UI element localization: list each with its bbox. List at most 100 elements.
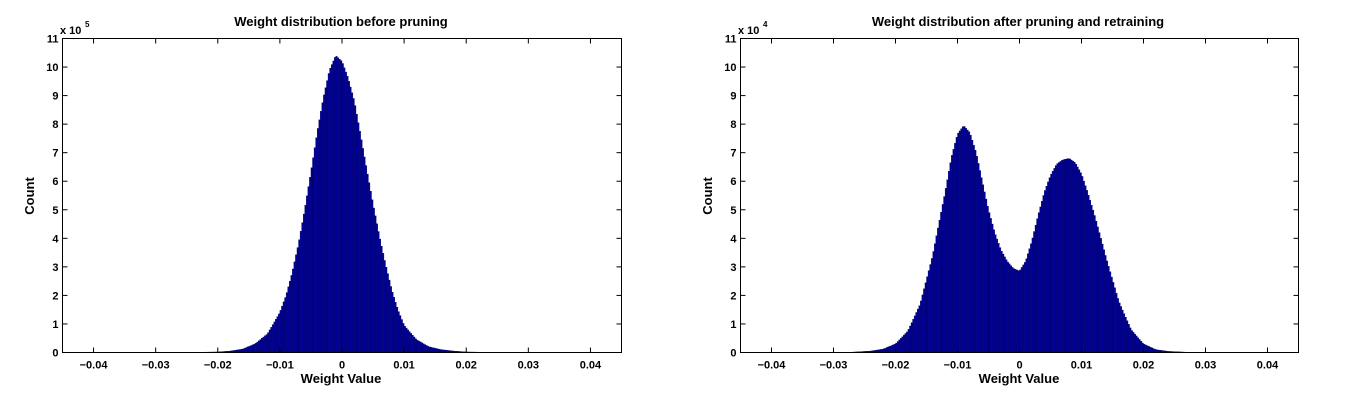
y-tick-label: 5 (730, 205, 736, 217)
histogram-bar (884, 347, 887, 353)
y-tick-label: 6 (52, 176, 58, 188)
histogram-bar (244, 347, 246, 353)
histogram-bar (982, 184, 985, 353)
x-axis-label: Weight Value (979, 371, 1060, 386)
histogram-bar (882, 348, 885, 353)
histogram-bar (405, 327, 408, 353)
histogram-bar (1025, 258, 1028, 353)
histogram-bar (985, 198, 988, 353)
histogram-bar (1042, 195, 1045, 353)
histogram-bar (366, 173, 369, 353)
histogram-bar (301, 222, 304, 353)
histogram-bar (343, 67, 346, 353)
histogram-bar (937, 227, 940, 353)
histogram-bar (1010, 265, 1012, 353)
x-tick-label: 0.02 (456, 360, 477, 372)
histogram-bar (1113, 287, 1116, 353)
histogram-bar (365, 165, 368, 353)
histogram-bar (946, 179, 949, 353)
histogram-bar (1064, 159, 1067, 353)
histogram-bar (974, 150, 977, 353)
histogram-bar (1118, 302, 1121, 353)
histogram-bar (259, 339, 262, 353)
x-tick-label: 0 (1016, 360, 1022, 372)
histogram-bar (309, 177, 312, 353)
x-tick-label: −0.02 (882, 360, 910, 372)
histogram-bar (1082, 180, 1085, 353)
histogram-bar (275, 319, 277, 353)
histogram-bar (1059, 161, 1062, 353)
histogram-bar (278, 313, 281, 353)
x-tick-label: 0.04 (580, 360, 602, 372)
plot-frame (62, 38, 622, 353)
histogram-bar (312, 157, 315, 353)
histogram-bar (1072, 160, 1074, 353)
histogram-bar (307, 186, 310, 353)
histogram-bar (1152, 348, 1155, 353)
histogram-bar (1039, 206, 1042, 353)
histogram-bar (1006, 261, 1009, 353)
histogram-bar (963, 126, 966, 353)
histogram-bar (341, 63, 344, 353)
histogram-bar (992, 229, 995, 353)
histogram-bar (271, 324, 274, 353)
chart-title: Weight distribution before pruning (234, 14, 448, 29)
histogram-bar (940, 212, 943, 353)
histogram-bar (954, 143, 957, 353)
histogram-bar (354, 105, 357, 353)
histogram-bar (330, 64, 333, 353)
histogram-bar (999, 247, 1002, 353)
histogram-bar (360, 139, 363, 353)
histogram-bar (924, 282, 927, 353)
histogram-bar (1104, 255, 1107, 353)
histogram-bar (1050, 173, 1053, 353)
histogram-bar (1000, 250, 1003, 353)
histogram-bar (292, 268, 295, 353)
histogram-bar (371, 199, 374, 353)
histogram-bar (242, 348, 245, 353)
histogram-bar (295, 254, 298, 353)
histogram-bar (1089, 199, 1091, 353)
histogram-bar (1103, 249, 1105, 353)
y-tick-label: 3 (52, 262, 58, 274)
y-tick-label: 7 (52, 148, 58, 160)
histogram-bar (1005, 259, 1008, 353)
histogram-bar (1028, 248, 1031, 353)
histogram-bar (352, 98, 355, 353)
histogram-bar (1098, 232, 1101, 353)
histogram-bar (313, 147, 316, 353)
histogram-bar (304, 204, 307, 353)
histogram-bar (890, 345, 893, 353)
histogram-bar (285, 292, 288, 353)
histogram-bar (1124, 316, 1127, 353)
histogram-bar (898, 339, 901, 353)
histogram-bar (414, 338, 417, 353)
histogram-bar (382, 253, 385, 353)
histogram-bar (399, 315, 402, 353)
histogram-bar (1112, 282, 1115, 353)
histogram-bar (254, 343, 257, 353)
histogram-bar (375, 223, 378, 353)
histogram-bar (1127, 324, 1130, 353)
histogram-bar (983, 191, 986, 353)
histogram-bar (921, 294, 924, 353)
histogram-bar (951, 155, 954, 353)
histogram-bar (904, 333, 907, 353)
histogram-bar (948, 171, 950, 353)
histogram-bar (1003, 256, 1006, 353)
histogram-bar (1014, 269, 1017, 353)
y-tick-label: 7 (730, 148, 736, 160)
histogram-bar (282, 301, 285, 353)
histogram-bar (349, 86, 352, 353)
histogram-bar (1037, 212, 1040, 353)
histogram-bar (1140, 341, 1143, 353)
histogram-bar (1020, 267, 1023, 353)
histogram-bar (417, 340, 420, 353)
histogram-bar (346, 76, 349, 353)
histogram-bar (281, 305, 284, 353)
histogram-bar (1054, 165, 1057, 353)
histogram-bar (1033, 231, 1036, 353)
histogram-bar (348, 81, 350, 353)
y-tick-label: 8 (730, 119, 736, 131)
histogram-bar (410, 333, 413, 353)
